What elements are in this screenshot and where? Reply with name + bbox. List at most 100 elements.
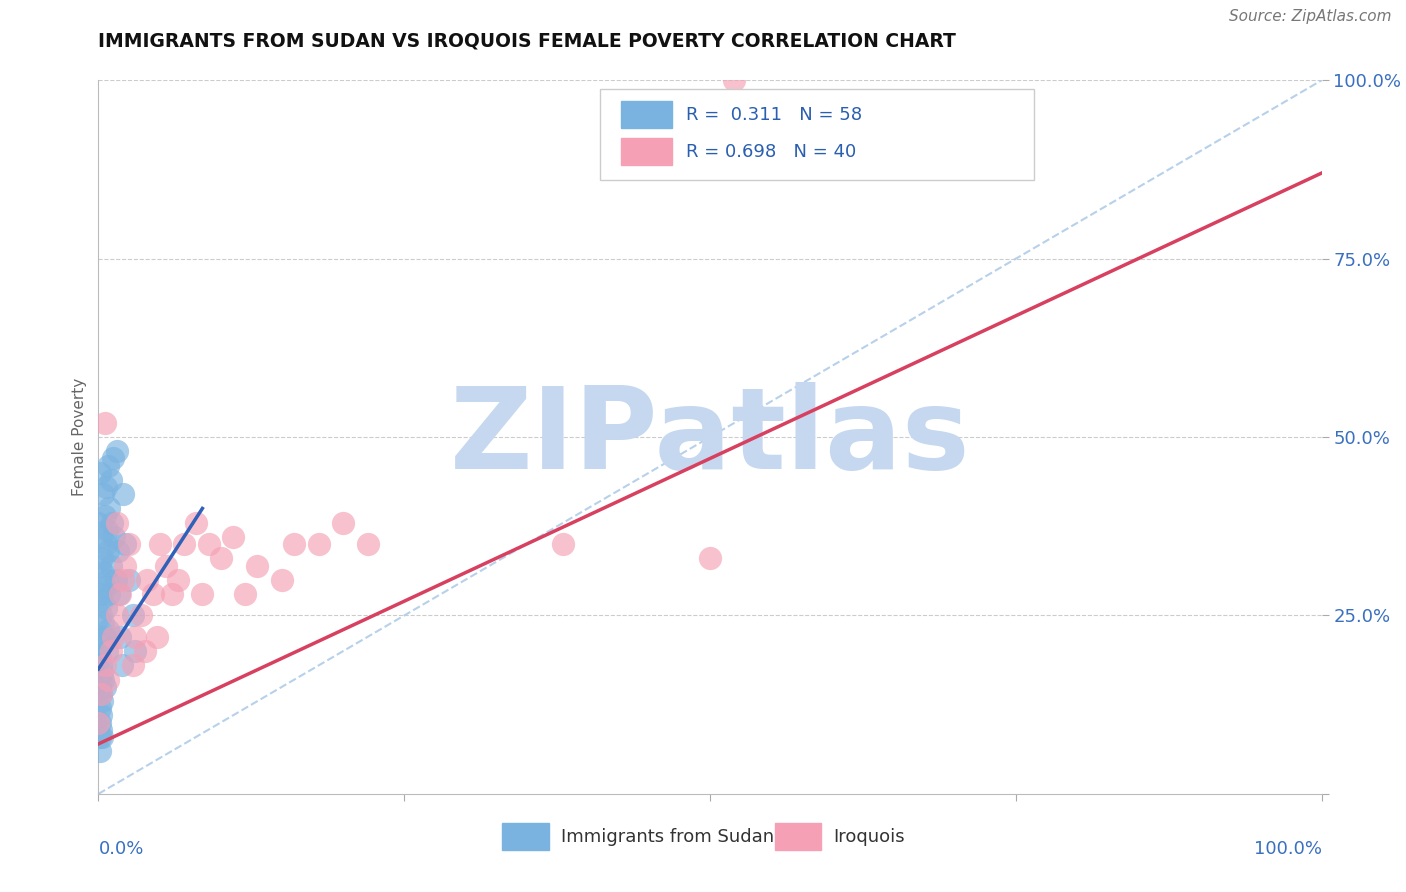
Point xyxy=(233,587,256,601)
Point xyxy=(111,487,134,501)
Point xyxy=(97,673,120,687)
Point xyxy=(91,694,114,708)
Point xyxy=(160,587,183,601)
Point xyxy=(121,608,143,623)
Point xyxy=(124,630,146,644)
Point xyxy=(118,573,141,587)
Point xyxy=(90,708,112,723)
Point xyxy=(89,651,111,665)
Bar xyxy=(620,101,672,128)
Point xyxy=(146,630,169,644)
Point xyxy=(97,623,120,637)
Point xyxy=(142,587,165,601)
Point xyxy=(191,587,214,601)
Point xyxy=(246,558,269,573)
Point xyxy=(283,537,305,551)
Point xyxy=(94,601,117,615)
Point xyxy=(197,537,219,551)
Point xyxy=(186,516,208,530)
Text: ZIPatlas: ZIPatlas xyxy=(450,382,970,492)
Point xyxy=(89,558,111,573)
Point xyxy=(105,608,128,623)
Point xyxy=(104,573,127,587)
Point xyxy=(87,715,110,730)
Point xyxy=(270,573,294,587)
Point xyxy=(93,680,115,694)
Text: R =  0.311   N = 58: R = 0.311 N = 58 xyxy=(686,105,862,123)
Point xyxy=(87,516,110,530)
Point xyxy=(553,537,575,551)
Point xyxy=(93,630,115,644)
Point xyxy=(90,687,112,701)
Text: 0.0%: 0.0% xyxy=(98,840,143,858)
Point xyxy=(100,558,122,573)
Point xyxy=(173,537,195,551)
Point xyxy=(90,608,112,623)
Point xyxy=(91,730,114,744)
Point xyxy=(96,644,118,658)
Point xyxy=(93,580,115,594)
Text: IMMIGRANTS FROM SUDAN VS IROQUOIS FEMALE POVERTY CORRELATION CHART: IMMIGRANTS FROM SUDAN VS IROQUOIS FEMALE… xyxy=(98,31,956,50)
Point xyxy=(89,680,111,694)
Point xyxy=(91,566,114,580)
Point xyxy=(91,665,114,680)
Point xyxy=(90,530,112,544)
Point xyxy=(110,630,132,644)
Point xyxy=(356,537,378,551)
Point xyxy=(149,537,172,551)
Point xyxy=(114,537,136,551)
Point xyxy=(91,637,114,651)
Text: Source: ZipAtlas.com: Source: ZipAtlas.com xyxy=(1229,9,1392,24)
Point xyxy=(118,537,141,551)
Point xyxy=(129,608,152,623)
Point xyxy=(110,587,132,601)
Point xyxy=(134,644,156,658)
Point xyxy=(97,458,120,473)
Point xyxy=(91,551,114,566)
Point xyxy=(136,573,159,587)
Point xyxy=(209,551,232,566)
Bar xyxy=(775,823,821,850)
Point xyxy=(699,551,721,566)
Point xyxy=(97,544,120,558)
Point xyxy=(222,530,245,544)
Point xyxy=(89,587,111,601)
Point xyxy=(100,473,122,487)
Point xyxy=(105,516,128,530)
Point xyxy=(111,573,134,587)
Point xyxy=(96,573,118,587)
Point xyxy=(89,730,111,744)
Point xyxy=(89,466,111,480)
Point xyxy=(114,558,136,573)
Point xyxy=(91,673,114,687)
Point xyxy=(105,444,128,458)
Bar xyxy=(502,823,548,850)
Point xyxy=(124,644,146,658)
Text: Immigrants from Sudan: Immigrants from Sudan xyxy=(561,828,773,846)
Point xyxy=(93,508,115,523)
Point xyxy=(107,544,129,558)
Point xyxy=(96,523,118,537)
Point xyxy=(98,587,121,601)
Point xyxy=(103,530,125,544)
Point xyxy=(332,516,354,530)
Point xyxy=(94,537,117,551)
Point xyxy=(94,480,117,494)
Text: Iroquois: Iroquois xyxy=(834,828,905,846)
Point xyxy=(90,658,112,673)
Point xyxy=(167,573,190,587)
Point xyxy=(101,516,124,530)
Point xyxy=(91,487,114,501)
Point xyxy=(87,630,110,644)
Point xyxy=(101,451,124,466)
Point xyxy=(91,615,114,630)
Point xyxy=(111,658,134,673)
Point xyxy=(108,587,131,601)
Point xyxy=(121,658,143,673)
Point xyxy=(89,715,111,730)
Text: R = 0.698   N = 40: R = 0.698 N = 40 xyxy=(686,143,856,161)
Point xyxy=(90,723,112,737)
FancyBboxPatch shape xyxy=(600,89,1035,180)
Point xyxy=(89,744,111,758)
Point xyxy=(93,416,115,430)
